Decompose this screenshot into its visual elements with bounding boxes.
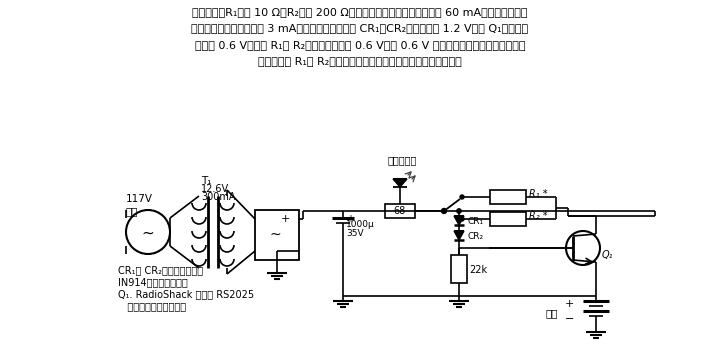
Text: 本电路中，R₁选用 10 Ω，R₂选用 200 Ω。当开关向上合时，充电电流为 60 mA（恒流）；当开: 本电路中，R₁选用 10 Ω，R₂选用 200 Ω。当开关向上合时，充电电流为 … <box>192 7 528 17</box>
Text: 计），便是 R₁或 R₂的阻値。发光二极管指示充电电路工作状态。: 计），便是 R₁或 R₂的阻値。发光二极管指示充电电路工作状态。 <box>258 57 462 67</box>
Text: ~: ~ <box>142 226 155 240</box>
Text: 晶体管须装在散热片上: 晶体管须装在散热片上 <box>118 301 186 311</box>
Text: Q₁: Q₁ <box>602 250 613 260</box>
Circle shape <box>460 217 464 221</box>
Circle shape <box>126 210 170 254</box>
Text: 1000μ: 1000μ <box>346 220 375 229</box>
Text: −: − <box>564 314 574 324</box>
Text: Q₁. RadioShack 公司的 RS2025: Q₁. RadioShack 公司的 RS2025 <box>118 289 254 299</box>
Text: T₁: T₁ <box>201 176 211 186</box>
Text: +: + <box>564 299 574 309</box>
Text: CR₁: CR₁ <box>468 217 484 226</box>
Bar <box>490 190 526 204</box>
Circle shape <box>441 208 446 214</box>
Text: 12.6V: 12.6V <box>201 184 229 194</box>
Bar <box>490 212 526 226</box>
Circle shape <box>566 231 600 265</box>
Text: 关向下合时，充电电流为 3 mA（恒流）。硅二极管 CR₁、CR₂的总压降为 1.2 V，而 Q₁的发射结: 关向下合时，充电电流为 3 mA（恒流）。硅二极管 CR₁、CR₂的总压降为 1… <box>191 24 528 33</box>
Polygon shape <box>393 179 407 187</box>
Text: +: + <box>346 214 354 224</box>
Text: 发光二极管: 发光二极管 <box>388 155 417 165</box>
Polygon shape <box>454 231 464 240</box>
Text: 交流: 交流 <box>126 206 139 216</box>
Text: 300mA: 300mA <box>201 192 236 202</box>
Bar <box>255 210 299 260</box>
Polygon shape <box>454 216 464 225</box>
Text: R₁ *: R₁ * <box>529 189 548 199</box>
Text: 电池: 电池 <box>546 308 558 318</box>
Text: 117V: 117V <box>126 194 153 204</box>
Text: +: + <box>281 214 290 224</box>
Text: 35V: 35V <box>346 229 364 238</box>
Bar <box>451 255 467 283</box>
Text: 压降为 0.6 V，所以 R₁或 R₂上的净压降就是 0.6 V。把 0.6 V 除以所要求的充电电流（以安坳: 压降为 0.6 V，所以 R₁或 R₂上的净压降就是 0.6 V。把 0.6 V… <box>195 40 526 50</box>
Text: 68: 68 <box>394 206 406 216</box>
Text: CR₁和 CR₂一般为硅二极管: CR₁和 CR₂一般为硅二极管 <box>118 265 203 275</box>
Text: ~: ~ <box>269 228 281 242</box>
Circle shape <box>460 195 464 199</box>
Bar <box>385 204 415 218</box>
Circle shape <box>457 208 462 214</box>
Text: IN914管或其它代用管: IN914管或其它代用管 <box>118 277 188 287</box>
Text: R₂ *: R₂ * <box>529 211 548 221</box>
Text: 22k: 22k <box>469 265 487 275</box>
Text: CR₂: CR₂ <box>468 232 484 241</box>
